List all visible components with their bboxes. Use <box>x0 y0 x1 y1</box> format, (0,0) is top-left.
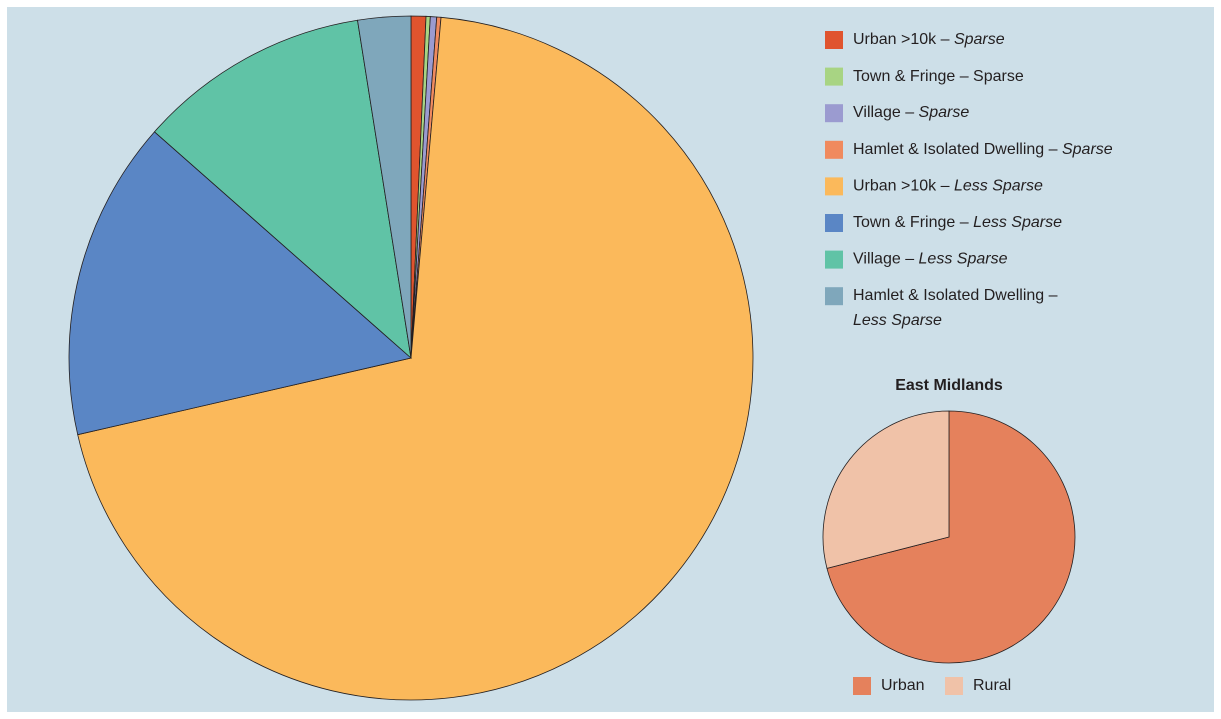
legend-label: Town & Fringe – Sparse <box>853 68 1024 85</box>
pie-slice <box>68 131 412 436</box>
pie-slice <box>153 19 412 360</box>
legend-label: Urban >10k – Sparse <box>853 31 1005 48</box>
legend-swatch <box>825 31 843 49</box>
legend-swatch <box>945 677 963 695</box>
legend-swatch <box>825 287 843 306</box>
legend-swatch <box>853 677 871 695</box>
legend-label: Village – Less Sparse <box>853 251 1008 268</box>
legend-swatch <box>825 140 843 159</box>
legend-swatch <box>825 214 843 232</box>
legend-label: Urban <box>881 677 925 694</box>
legend-swatch <box>825 177 843 196</box>
legend-label: Urban >10k – Less Sparse <box>853 178 1043 195</box>
pie-slice <box>826 410 1076 664</box>
legend-label: Hamlet & Isolated Dwelling – Less Sparse <box>853 287 1058 329</box>
legend-label: Rural <box>973 677 1011 694</box>
legend-swatch <box>825 67 843 86</box>
legend-swatch <box>825 250 843 269</box>
legend-label: Town & Fringe – Less Sparse <box>853 214 1062 231</box>
pie-slice <box>77 16 754 701</box>
legend-label: Hamlet & Isolated Dwelling – Sparse <box>853 141 1113 158</box>
legend-swatch <box>825 104 843 123</box>
chart-title: East Midlands <box>895 377 1003 394</box>
legend-label: Village – Sparse <box>853 104 969 121</box>
pie-slice <box>822 410 950 569</box>
pie-slice <box>357 15 412 359</box>
